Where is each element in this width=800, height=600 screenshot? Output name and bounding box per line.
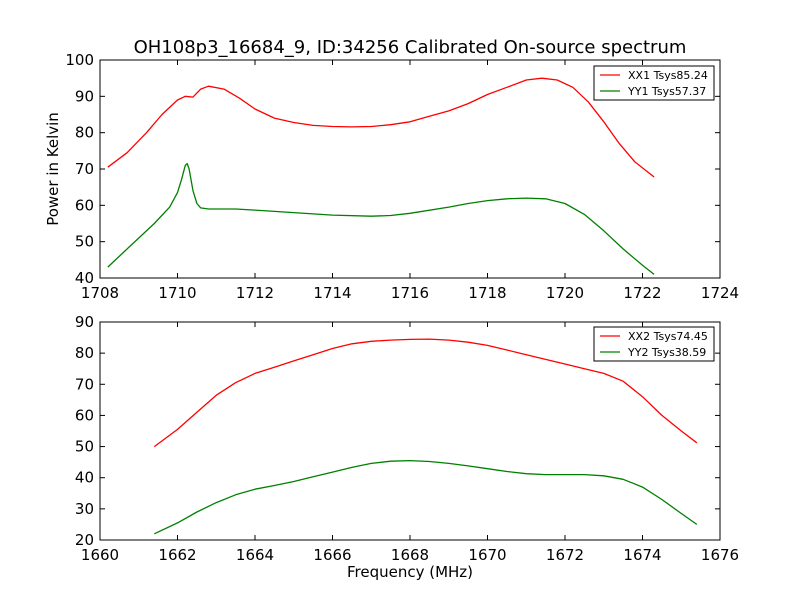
x-tick-label: 1670	[468, 546, 506, 564]
top-panel: 1708 1710 1712 1714 1716 1718 1720 1722 1724 40 50…	[65, 51, 739, 302]
x-tick-label: 1660	[81, 546, 119, 564]
series-line-1-2	[107, 162, 655, 275]
x-tick-label: 1710	[158, 284, 196, 302]
legend-entry: XX2 Tsys74.45	[628, 330, 708, 343]
legend-entry: XX1 Tsys85.24	[628, 69, 708, 82]
y-tick-label: 90	[75, 87, 94, 105]
x-tick-label: 1708	[81, 284, 119, 302]
x-tick-label: 1722	[623, 284, 661, 302]
x-tick-label: 1720	[546, 284, 584, 302]
y-tick-label: 60	[75, 406, 94, 424]
legend-box	[593, 326, 715, 362]
y-tick-label: 100	[65, 51, 94, 69]
y-tick-label: 40	[75, 469, 94, 487]
x-tick-label: 1674	[623, 546, 661, 564]
legend-entry: YY2 Tsys38.59	[627, 346, 706, 359]
x-tick-label: 1724	[701, 284, 739, 302]
y-tick-label: 70	[75, 375, 94, 393]
y-tick-label: 80	[75, 344, 94, 362]
x-axis-label: Frequency (MHz)	[347, 563, 473, 581]
legend: XX2 Tsys74.45 YY2 Tsys38.59	[593, 326, 715, 362]
x-tick-label: 1664	[236, 546, 274, 564]
x-tick-label: 1662	[158, 546, 196, 564]
y-tick-label: 40	[75, 269, 94, 287]
y-tick-label: 50	[75, 233, 94, 251]
x-tick-label: 1712	[236, 284, 274, 302]
x-tick-label: 1676	[701, 546, 739, 564]
x-tick-label: 1668	[391, 546, 429, 564]
legend-box	[593, 65, 715, 101]
x-tick-label: 1672	[546, 546, 584, 564]
chart-title: OH108p3_16684_9, ID:34256 Calibrated On-…	[134, 37, 687, 58]
x-tick-label: 1716	[391, 284, 429, 302]
y-tick-label: 80	[75, 124, 94, 142]
series-line-2-2	[154, 459, 698, 535]
y-axis-label: Power in Kelvin	[44, 112, 62, 226]
bottom-panel: 1660 1662 1664 1666 1668 1670 1672 1674 1676 20 30…	[75, 313, 739, 564]
x-tick-label: 1666	[313, 546, 351, 564]
y-tick-label: 90	[75, 313, 94, 331]
x-tick-label: 1714	[313, 284, 351, 302]
legend: XX1 Tsys85.24 YY1 Tsys57.37	[593, 65, 715, 101]
series-line-2-1	[153, 338, 698, 448]
y-tick-label: 50	[75, 438, 94, 456]
y-tick-label: 20	[75, 531, 94, 549]
y-tick-label: 30	[75, 500, 94, 518]
y-tick-label: 60	[75, 196, 94, 214]
legend-entry: YY1 Tsys57.37	[627, 85, 706, 98]
y-tick-label: 70	[75, 160, 94, 178]
x-tick-label: 1718	[468, 284, 506, 302]
series-line-1-1	[107, 77, 655, 178]
